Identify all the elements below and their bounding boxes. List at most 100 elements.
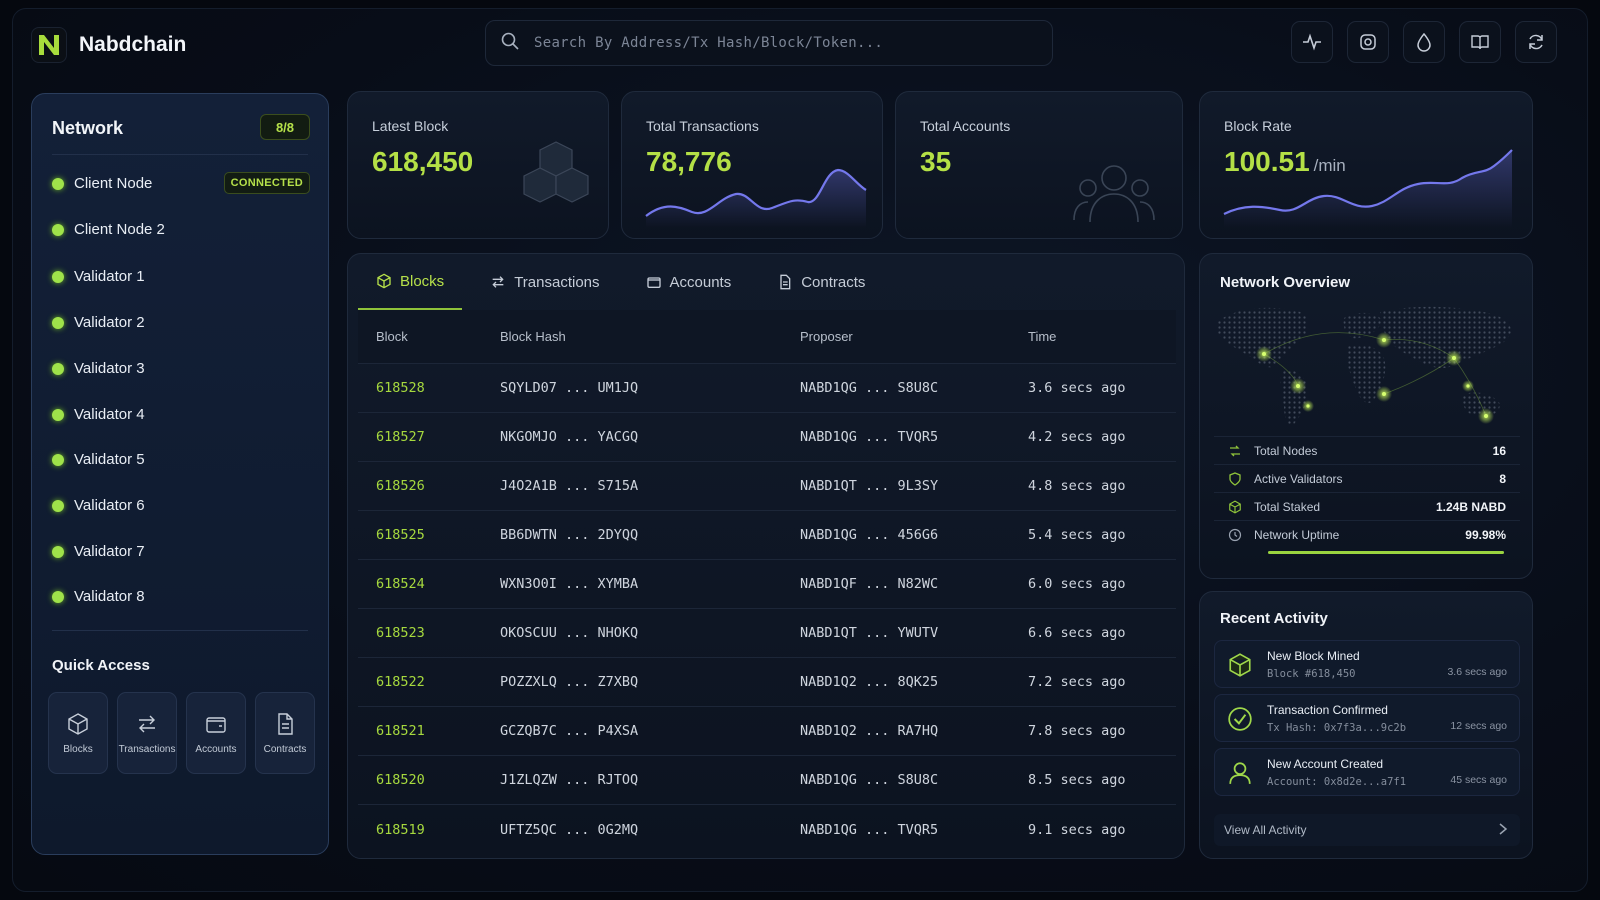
refresh-icon[interactable]: [1515, 21, 1557, 63]
block-number[interactable]: 618523: [376, 625, 425, 641]
explorer-tabs: Blocks Transactions Accounts Contracts: [358, 254, 893, 310]
table-row[interactable]: 618523 OKOSCUU ... NHOKQ NABD1QT ... YWUTV…: [358, 609, 1176, 658]
tab-label: Blocks: [400, 272, 445, 290]
connected-badge: CONNECTED: [223, 172, 310, 194]
time: 4.8 secs ago: [1028, 478, 1126, 494]
time: 6.6 secs ago: [1028, 625, 1126, 641]
cube-icon: [377, 273, 391, 289]
proposer: NABD1QG ... TVQR5: [800, 821, 939, 838]
block-number[interactable]: 618520: [376, 772, 425, 788]
node-validator-7[interactable]: Validator 7: [52, 543, 145, 560]
search-input[interactable]: [534, 35, 1014, 51]
column-header: Proposer: [800, 329, 853, 344]
overview-label: Network Uptime: [1254, 527, 1340, 542]
table-row[interactable]: 618524 WXN3O0I ... XYMBA NABD1QF ... N82WC…: [358, 560, 1176, 609]
node-client-node[interactable]: Client Node: [52, 175, 152, 192]
proposer: NABD1QG ... 456G6: [800, 527, 939, 543]
table-row[interactable]: 618527 NKGOMJO ... YACGQ NABD1QG ... TVQR5…: [358, 413, 1176, 462]
cube-icon: [68, 712, 88, 735]
blocks-table: Block Block Hash Proposer Time 618528 SQY…: [358, 310, 1176, 854]
activity-item-account-created[interactable]: New Account Created Account: 0x8d2e...a7…: [1214, 748, 1520, 796]
table-row[interactable]: 618526 J4O2A1B ... S715A NABD1QT ... 9L3SY…: [358, 462, 1176, 511]
stat-value: 100.51/min: [1224, 146, 1346, 178]
proposer: NABD1QF ... N82WC: [800, 576, 939, 592]
proposer: NABD1QG ... S8U8C: [800, 772, 939, 788]
overview-label: Total Staked: [1254, 499, 1321, 514]
node-client-node-2[interactable]: Client Node 2: [52, 221, 165, 238]
view-all-activity-link[interactable]: View All Activity: [1214, 814, 1520, 846]
tab-label: Transactions: [514, 273, 600, 291]
node-label: Validator 4: [74, 406, 145, 423]
node-label: Validator 1: [74, 268, 145, 285]
overview-row-total-nodes: Total Nodes 16: [1214, 436, 1520, 464]
quick-access-blocks-button[interactable]: Blocks: [48, 692, 108, 774]
node-validator-1[interactable]: Validator 1: [52, 268, 145, 285]
settings-icon[interactable]: [1347, 21, 1389, 63]
block-number[interactable]: 618527: [376, 429, 425, 445]
table-row[interactable]: 618521 GCZQB7C ... P4XSA NABD1Q2 ... RA7HQ…: [358, 707, 1176, 756]
block-number[interactable]: 618525: [376, 527, 425, 543]
table-row[interactable]: 618522 POZZXLQ ... Z7XBQ NABD1Q2 ... 8QK25…: [358, 658, 1176, 707]
stat-label: Latest Block: [372, 118, 449, 134]
stat-value: 78,776: [646, 146, 732, 177]
node-validator-5[interactable]: Validator 5: [52, 451, 145, 468]
quick-access-accounts-button[interactable]: Accounts: [186, 692, 246, 774]
document-icon: [278, 712, 293, 735]
user-icon: [1229, 762, 1251, 784]
block-number[interactable]: 618522: [376, 674, 425, 690]
block-number[interactable]: 618519: [376, 821, 425, 838]
explorer-panel: Blocks Transactions Accounts Contracts B…: [347, 253, 1185, 859]
activity-icon[interactable]: [1291, 21, 1333, 63]
proposer: NABD1QT ... 9L3SY: [800, 478, 939, 494]
quick-access-transactions-button[interactable]: Transactions: [117, 692, 177, 774]
block-number[interactable]: 618526: [376, 478, 425, 494]
activity-item-transaction-confirmed[interactable]: Transaction Confirmed Tx Hash: 0x7f3a...…: [1214, 694, 1520, 742]
quick-access-label: Contracts: [263, 743, 307, 755]
document-icon: [780, 274, 791, 290]
table-row[interactable]: 618525 BB6DWTN ... 2DYQQ NABD1QG ... 456G6…: [358, 511, 1176, 560]
tab-contracts[interactable]: Contracts: [759, 254, 883, 310]
status-dot: [52, 316, 64, 329]
overview-value: 1.24B NABD: [1435, 499, 1506, 514]
activity-title-text: New Account Created: [1267, 757, 1384, 771]
view-all-label: View All Activity: [1224, 823, 1307, 837]
block-hash: BB6DWTN ... 2DYQQ: [500, 527, 639, 543]
search-bar[interactable]: [485, 20, 1053, 66]
block-hash: GCZQB7C ... P4XSA: [500, 723, 639, 739]
node-validator-4[interactable]: Validator 4: [52, 406, 145, 423]
node-validator-8[interactable]: Validator 8: [52, 588, 145, 605]
node-count-badge: 8/8: [260, 114, 310, 140]
stat-block-rate: Block Rate 100.51/min: [1199, 91, 1533, 239]
block-number[interactable]: 618528: [376, 380, 425, 396]
block-number[interactable]: 618521: [376, 723, 425, 739]
app-window: Nabdchain Network 8/8 Client Node CONNEC…: [12, 8, 1588, 892]
table-row[interactable]: 618519 UFTZ5QC ... 0G2MQ NABD1QG ... TVQR5…: [358, 805, 1176, 854]
overview-row-total-staked: Total Staked 1.24B NABD: [1214, 492, 1520, 520]
stat-label: Block Rate: [1224, 118, 1292, 134]
divider: [52, 630, 308, 631]
table-row[interactable]: 618520 J1ZLQZW ... RJTOQ NABD1QG ... S8U8C…: [358, 756, 1176, 805]
status-dot: [52, 223, 64, 236]
block-number[interactable]: 618524: [376, 576, 425, 592]
overview-row-network-uptime: Network Uptime 99.98%: [1214, 520, 1520, 548]
drop-icon[interactable]: [1403, 21, 1445, 63]
node-label: Validator 5: [74, 451, 145, 468]
transfer-icon: [139, 715, 155, 732]
table-row[interactable]: 618528 SQYLD07 ... UM1JQ NABD1QG ... S8U8C…: [358, 364, 1176, 413]
status-dot: [52, 545, 64, 558]
block-rate-value: 100.51: [1224, 146, 1310, 177]
activity-item-block-mined[interactable]: New Block Mined Block #618,450 3.6 secs …: [1214, 640, 1520, 688]
book-icon[interactable]: [1459, 21, 1501, 63]
wallet-icon: [206, 716, 226, 733]
app-logo[interactable]: Nabdchain: [31, 27, 186, 63]
block-hash: WXN3O0I ... XYMBA: [500, 576, 639, 592]
node-validator-2[interactable]: Validator 2: [52, 314, 145, 331]
node-validator-3[interactable]: Validator 3: [52, 360, 145, 377]
tab-transactions[interactable]: Transactions: [472, 254, 617, 310]
node-validator-6[interactable]: Validator 6: [52, 497, 145, 514]
tab-accounts[interactable]: Accounts: [628, 254, 750, 310]
world-map: [1218, 306, 1511, 425]
network-overview-panel: Network Overview: [1199, 253, 1533, 579]
tab-blocks[interactable]: Blocks: [358, 254, 463, 310]
quick-access-contracts-button[interactable]: Contracts: [255, 692, 315, 774]
